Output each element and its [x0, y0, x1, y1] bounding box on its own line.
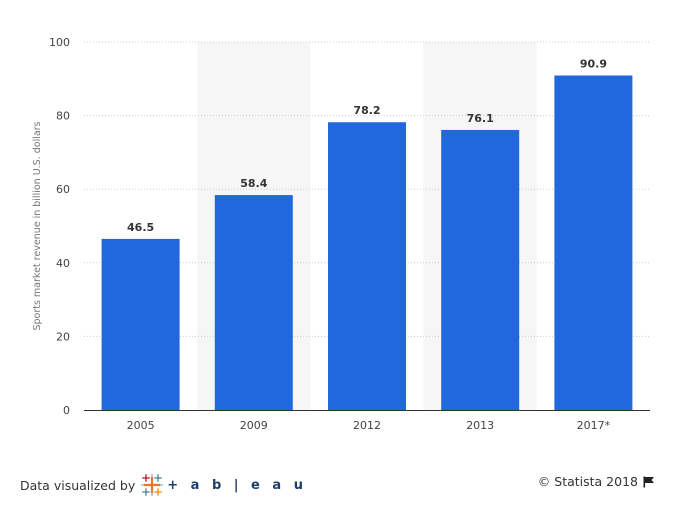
y-tick-label: 20 [56, 330, 70, 343]
bar-2012[interactable] [328, 122, 406, 410]
x-axis-ticks: 2005 2009 2012 2013 2017* [127, 419, 611, 432]
x-tick-label: 2012 [353, 419, 381, 432]
footer-left: Data visualized by + a b | e a u [20, 474, 307, 496]
flag-icon[interactable] [643, 476, 655, 488]
x-tick-label: 2013 [466, 419, 494, 432]
data-label: 76.1 [467, 112, 494, 125]
x-tick-label: 2017* [577, 419, 611, 432]
data-label: 58.4 [240, 177, 267, 190]
tableau-plus-icon [141, 474, 164, 496]
data-labels: 46.5 58.4 78.2 76.1 90.9 [127, 57, 607, 233]
bars [101, 75, 633, 410]
data-label: 46.5 [127, 221, 154, 234]
bar-2005[interactable] [101, 238, 180, 410]
x-tick-label: 2009 [240, 419, 268, 432]
y-tick-label: 40 [56, 257, 70, 270]
y-axis-title: Sports market revenue in billion U.S. do… [32, 121, 43, 330]
tableau-wordmark: + a b | e a u [167, 477, 307, 493]
data-visualized-by-label: Data visualized by [20, 477, 136, 493]
y-axis-ticks: 0 20 40 60 80 100 [49, 36, 70, 417]
x-tick-label: 2005 [127, 419, 155, 432]
footer-right: © Statista 2018 [538, 474, 655, 489]
y-tick-label: 80 [56, 110, 70, 123]
bar-2009[interactable] [214, 195, 293, 410]
bar-2017*[interactable] [554, 75, 633, 410]
y-tick-label: 60 [56, 183, 70, 196]
data-label: 90.9 [580, 57, 607, 70]
tableau-logo[interactable]: + a b | e a u [141, 474, 307, 496]
data-label: 78.2 [353, 104, 380, 117]
copyright-label[interactable]: © Statista 2018 [537, 474, 638, 489]
y-tick-label: 100 [49, 36, 70, 49]
bar-2013[interactable] [441, 129, 520, 410]
y-tick-label: 0 [63, 404, 70, 417]
